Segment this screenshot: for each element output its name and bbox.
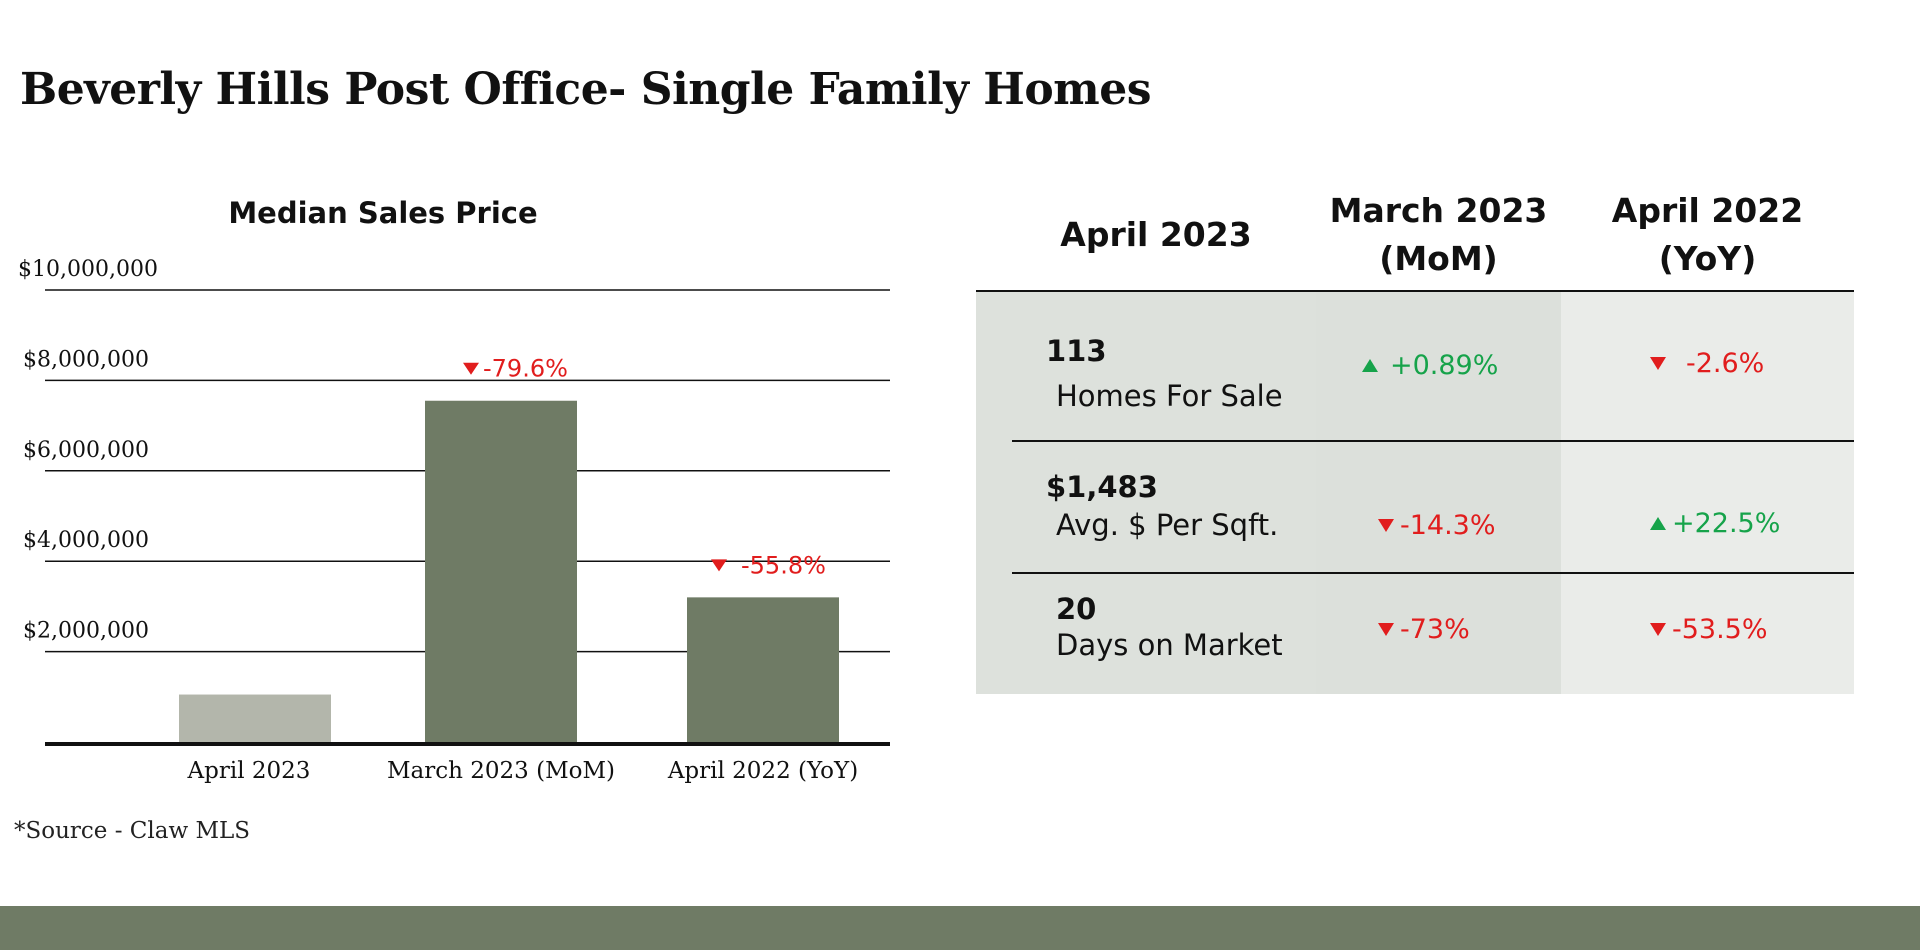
metric-label: Avg. $ Per Sqft. — [1056, 508, 1279, 542]
header-line-sub: (YoY) — [1658, 239, 1757, 278]
column-bg-current — [976, 290, 1316, 694]
down-arrow-icon — [1378, 519, 1394, 532]
row-divider — [1012, 440, 1854, 442]
source-note: *Source - Claw MLS — [14, 818, 251, 844]
up-arrow-icon — [1650, 517, 1666, 530]
header-divider — [976, 290, 1854, 292]
header-april-2022: April 2022 (YoY) — [1561, 180, 1854, 290]
mom-change: -14.3% — [1378, 510, 1496, 541]
change-text: -73% — [1400, 614, 1470, 645]
header-line: March 2023 — [1329, 191, 1548, 230]
bar-annotation: -79.6% — [483, 355, 568, 383]
median-sales-price-chart: Median Sales Price $2,000,000 $4,000,000 $6… — [0, 180, 920, 800]
y-tick-label: $8,000,000 — [23, 347, 149, 372]
bar — [425, 400, 577, 742]
chart-svg: Median Sales Price $2,000,000 $4,000,000 $6… — [18, 196, 890, 784]
table-row-days-on-market: 20 Days on Market -73% -53.5% — [976, 574, 1854, 694]
metric-value: 113 — [1046, 334, 1107, 368]
down-arrow-icon — [1378, 623, 1394, 636]
mom-change: -73% — [1378, 614, 1470, 645]
chart-title: Median Sales Price — [228, 196, 537, 230]
y-tick-label: $6,000,000 — [23, 438, 149, 463]
yoy-change: -2.6% — [1650, 348, 1764, 379]
x-tick-label: March 2023 (MoM) — [387, 758, 615, 784]
x-tick-label: April 2022 (YoY) — [667, 758, 858, 784]
header-april-2023: April 2023 — [1006, 180, 1306, 290]
bar — [687, 597, 839, 742]
bar-annotation: -55.8% — [741, 551, 826, 579]
bar — [179, 694, 331, 742]
y-tick-label: $10,000,000 — [18, 257, 158, 282]
row-divider — [1012, 572, 1854, 574]
down-arrow-icon — [711, 559, 727, 572]
header-march-2023: March 2023 (MoM) — [1316, 180, 1561, 290]
change-text: -14.3% — [1400, 510, 1496, 541]
x-tick-label: April 2023 — [187, 758, 311, 784]
header-line-sub: (MoM) — [1379, 239, 1498, 278]
down-arrow-icon — [463, 362, 479, 375]
page-title: Beverly Hills Post Office- Single Family… — [20, 64, 1152, 115]
yoy-change: +22.5% — [1650, 508, 1780, 539]
header-line: April 2022 — [1611, 191, 1804, 230]
down-arrow-icon — [1650, 623, 1666, 636]
column-bg-mom — [1316, 290, 1561, 694]
header-line: April 2023 — [1060, 215, 1252, 254]
stats-table: April 2023 March 2023 (MoM) April 2022 (… — [976, 180, 1854, 694]
footer-band — [0, 906, 1920, 950]
metric-label: Homes For Sale — [1056, 379, 1283, 413]
y-tick-label: $2,000,000 — [23, 619, 149, 644]
metric-value: $1,483 — [1046, 470, 1158, 504]
change-text: -53.5% — [1672, 614, 1768, 645]
change-text: +0.89% — [1390, 350, 1499, 381]
up-arrow-icon — [1362, 359, 1378, 372]
change-text: -2.6% — [1686, 348, 1765, 379]
metric-label: Days on Market — [1056, 628, 1283, 662]
table-row-avg-price-per-sqft: $1,483 Avg. $ Per Sqft. -14.3% +22.5% — [976, 442, 1854, 572]
y-tick-label: $4,000,000 — [23, 528, 149, 553]
metric-value: 20 — [1056, 592, 1097, 626]
down-arrow-icon — [1650, 357, 1666, 370]
mom-change: +0.89% — [1362, 350, 1498, 381]
yoy-change: -53.5% — [1650, 614, 1768, 645]
change-text: +22.5% — [1672, 508, 1781, 539]
table-row-homes-for-sale: 113 Homes For Sale +0.89% -2.6% — [976, 290, 1854, 440]
column-bg-yoy — [1561, 290, 1854, 694]
